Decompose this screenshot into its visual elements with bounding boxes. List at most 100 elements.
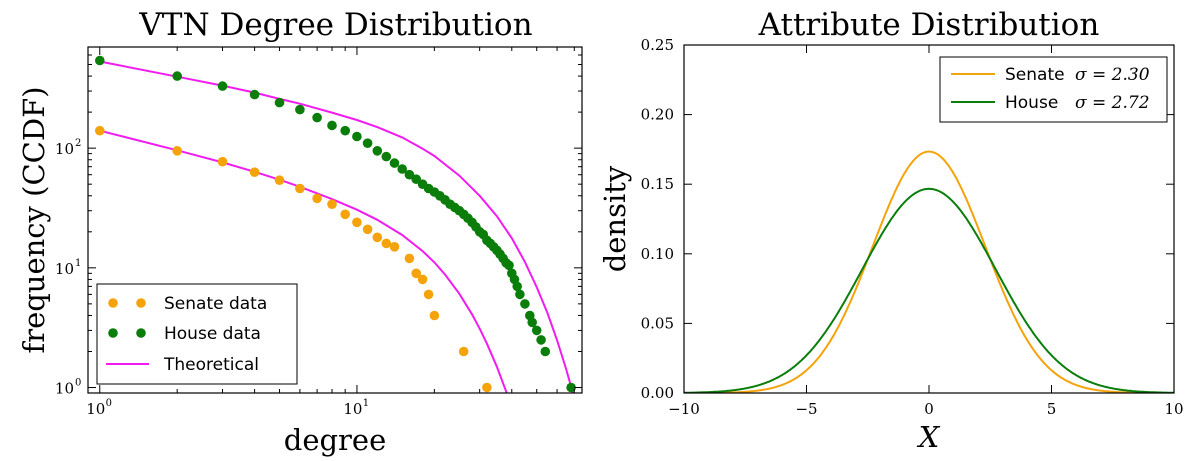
senate-data-point xyxy=(423,289,434,300)
house-data-point xyxy=(404,169,415,180)
x-tick-label: 0 xyxy=(924,400,934,418)
house-data-point xyxy=(536,335,546,345)
x-tick-label: −10 xyxy=(668,400,700,418)
x-tick-label: 10 xyxy=(1164,400,1183,418)
attribute-distribution-chart: Attribute Distribution −10 −5 0 5 10 0.00 0.05… xyxy=(598,7,1184,454)
house-data-point xyxy=(397,164,408,174)
senate-data-point xyxy=(381,238,392,249)
x-tick-label: 5 xyxy=(1047,400,1057,418)
house-data-point xyxy=(295,104,305,115)
house-data-point xyxy=(540,346,551,357)
senate-data-point xyxy=(389,242,400,252)
left-axes-frame xyxy=(87,46,583,394)
y-tick-label-exponent: 2 xyxy=(75,138,81,149)
legend-senate-sigma: σ = 2.30 xyxy=(1075,65,1150,85)
house-data-point xyxy=(352,131,362,142)
right-x-axis-label: X xyxy=(917,420,941,454)
y-tick-label: 10 xyxy=(55,140,74,158)
house-data-point xyxy=(527,317,537,328)
y-tick-label: 0.05 xyxy=(641,314,674,332)
house-data-point xyxy=(504,260,514,271)
senate-data-point xyxy=(274,175,285,185)
legend-house-marker xyxy=(108,328,118,338)
left-plot-area xyxy=(95,55,576,393)
house-data-point xyxy=(274,97,285,108)
right-axis-ticks: −10 −5 0 5 10 0.00 0.05 0.10 0.15 0.20 0.25 xyxy=(641,36,1184,418)
house-data-point xyxy=(531,325,542,336)
senate-data-point xyxy=(312,193,322,204)
legend-house-marker xyxy=(136,328,146,338)
right-chart-title: Attribute Distribution xyxy=(758,7,1100,43)
house-data-point xyxy=(327,120,337,131)
senate-data-point xyxy=(404,253,415,264)
senate-data-point xyxy=(458,346,469,357)
left-axis-ticks: 10 0 10 110 010 110 2 xyxy=(55,47,582,418)
house-data-point xyxy=(515,289,525,300)
right-y-axis-label: density xyxy=(598,165,632,272)
senate-density-curve xyxy=(684,150,1174,393)
legend-house-label: House data xyxy=(164,324,261,344)
legend-senate-marker xyxy=(136,298,146,308)
y-tick-label: 0.25 xyxy=(641,36,674,54)
right-plot-area xyxy=(684,150,1174,393)
house-density-curve xyxy=(684,187,1174,393)
theoretical-curve-1 xyxy=(99,60,574,393)
senate-data-point xyxy=(372,232,383,243)
house-data-point xyxy=(389,158,400,168)
y-tick-label: 0.00 xyxy=(641,384,674,402)
house-data-point xyxy=(566,382,576,393)
house-data-point xyxy=(340,125,351,136)
left-chart-title: VTN Degree Distribution xyxy=(138,7,532,43)
y-tick-label: 10 xyxy=(55,260,74,278)
left-x-axis-label: degree xyxy=(284,423,386,457)
senate-data-point xyxy=(249,167,260,177)
legend-theoretical-label: Theoretical xyxy=(163,355,259,375)
y-tick-label: 10 xyxy=(55,380,74,398)
senate-data-point xyxy=(417,274,428,285)
y-tick-label: 0.15 xyxy=(641,175,674,193)
senate-data-point xyxy=(295,183,305,194)
x-tick-label-exponent: 1 xyxy=(363,398,369,409)
left-legend: Senate data House data Theoretical xyxy=(96,283,298,385)
house-data-point xyxy=(512,281,522,292)
house-data-point xyxy=(381,151,392,162)
degree-distribution-chart: VTN Degree Distribution 10 0 10 110 010 110 2 … xyxy=(17,7,583,457)
house-data-point xyxy=(520,299,530,309)
left-y-axis-label: frequency (CCDF) xyxy=(17,86,51,353)
theoretical-curve-2 xyxy=(99,129,508,393)
x-tick-label: 10 xyxy=(86,400,105,418)
right-legend: Senate σ = 2.30 House σ = 2.72 xyxy=(939,56,1168,123)
house-data-point xyxy=(372,146,383,156)
senate-data-point xyxy=(482,382,492,393)
right-legend-box xyxy=(939,56,1168,123)
senate-data-point xyxy=(95,125,105,136)
y-tick-label: 0.20 xyxy=(641,106,674,124)
senate-data-point xyxy=(327,199,337,209)
legend-house-label: House xyxy=(1005,93,1058,113)
senate-data-point xyxy=(429,310,440,321)
house-data-point xyxy=(217,81,228,91)
y-tick-label-exponent: 0 xyxy=(75,378,81,389)
legend-senate-marker xyxy=(108,298,118,308)
senate-data-point xyxy=(362,224,373,235)
x-tick-label: 10 xyxy=(343,400,362,418)
house-data-point xyxy=(362,138,373,148)
senate-data-point xyxy=(411,268,422,279)
x-tick-label: −5 xyxy=(795,400,817,418)
x-tick-label-exponent: 0 xyxy=(106,398,112,409)
legend-senate-label: Senate data xyxy=(164,294,267,314)
senate-data-point xyxy=(217,156,228,167)
house-data-point xyxy=(312,112,322,123)
y-tick-label: 0.10 xyxy=(641,245,674,263)
y-tick-label-exponent: 1 xyxy=(75,258,81,269)
senate-data-point xyxy=(352,217,362,228)
legend-senate-label: Senate xyxy=(1005,65,1065,85)
house-data-point xyxy=(249,89,260,100)
senate-data-point xyxy=(172,146,182,156)
left-legend-box xyxy=(96,283,298,385)
house-data-point xyxy=(95,55,105,66)
legend-house-sigma: σ = 2.72 xyxy=(1075,93,1150,113)
house-data-point xyxy=(172,71,182,81)
senate-data-point xyxy=(340,209,351,220)
